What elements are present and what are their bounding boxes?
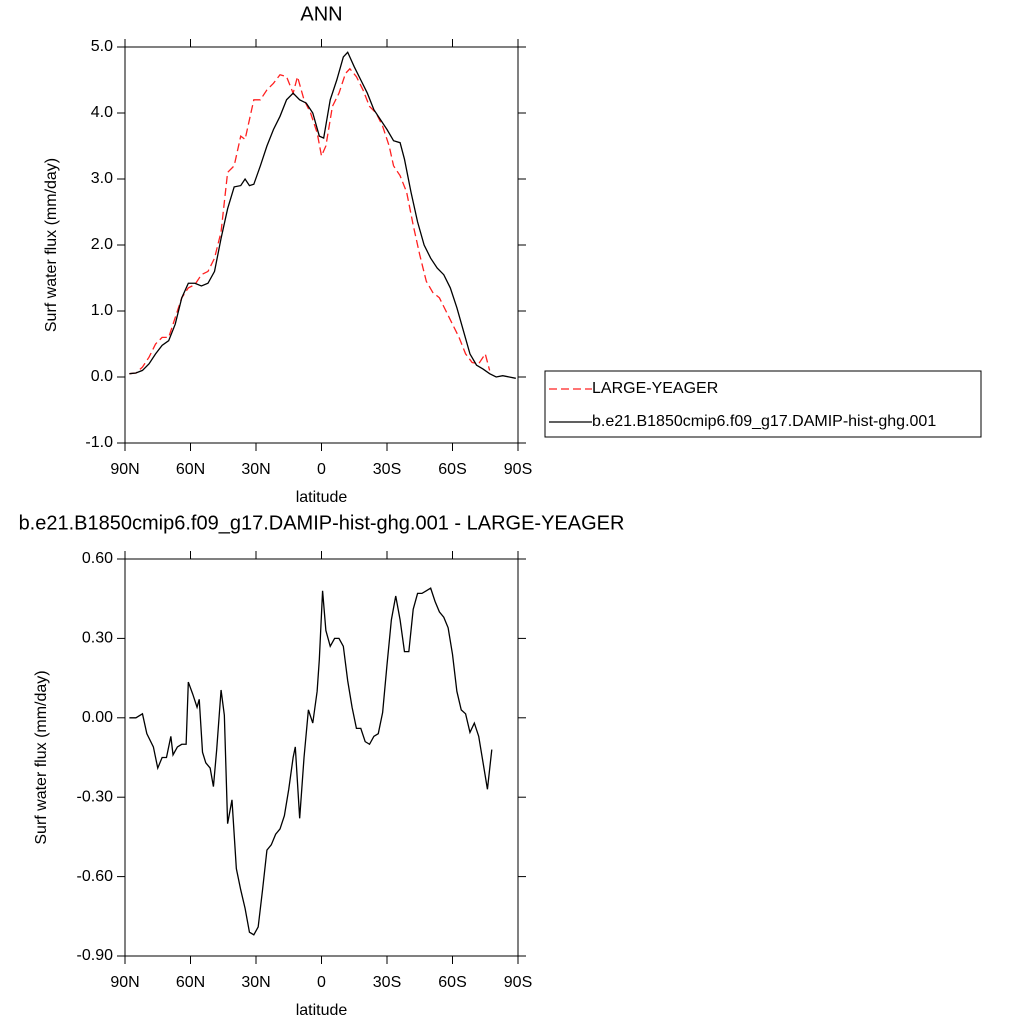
x-tick-label: 60S [438,974,466,991]
y-tick-label: 4.0 [91,104,113,121]
x-tick-label: 90S [504,461,532,478]
x-tick-label: 30N [241,974,270,991]
series-line [129,51,516,379]
x-tick-label: 60N [176,974,205,991]
x-tick-label: 0 [317,974,326,991]
y-tick-label: 2.0 [91,236,113,253]
plot-frame [124,46,519,444]
x-tick-label: 0 [317,461,326,478]
y-tick-label: -0.60 [77,868,114,885]
x-tick-label: 90N [110,974,139,991]
x-tick-label: 90S [504,974,532,991]
y-tick-label: 0.0 [91,368,113,385]
y-axis-label: Surf water flux (mm/day) [33,670,50,844]
x-tick-label: 60N [176,461,205,478]
series-line [129,587,493,936]
legend-box [544,370,982,438]
y-tick-label: -0.30 [77,788,114,805]
x-axis-label: latitude [296,1002,348,1019]
chart-title: b.e21.B1850cmip6.f09_g17.DAMIP-hist-ghg.… [19,512,625,534]
series-line [129,67,491,375]
y-tick-label: 0.00 [82,709,113,726]
y-tick-label: 0.30 [82,630,113,647]
y-tick-label: -0.90 [77,947,114,964]
x-tick-label: 90N [110,461,139,478]
plot-frame [124,558,519,957]
y-tick-label: 1.0 [91,302,113,319]
legend-text: LARGE-YEAGER [592,380,718,397]
x-tick-label: 60S [438,461,466,478]
x-axis-label: latitude [296,489,348,506]
y-tick-label: 3.0 [91,170,113,187]
y-axis-label: Surf water flux (mm/day) [43,158,60,332]
chart-title: ANN [300,3,342,25]
x-tick-label: 30S [373,461,401,478]
x-tick-label: 30S [373,974,401,991]
x-tick-label: 30N [241,461,270,478]
y-tick-label: -1.0 [85,434,113,451]
y-tick-label: 5.0 [91,38,113,55]
legend-text: b.e21.B1850cmip6.f09_g17.DAMIP-hist-ghg.… [592,413,936,430]
y-tick-label: 0.60 [82,550,113,567]
